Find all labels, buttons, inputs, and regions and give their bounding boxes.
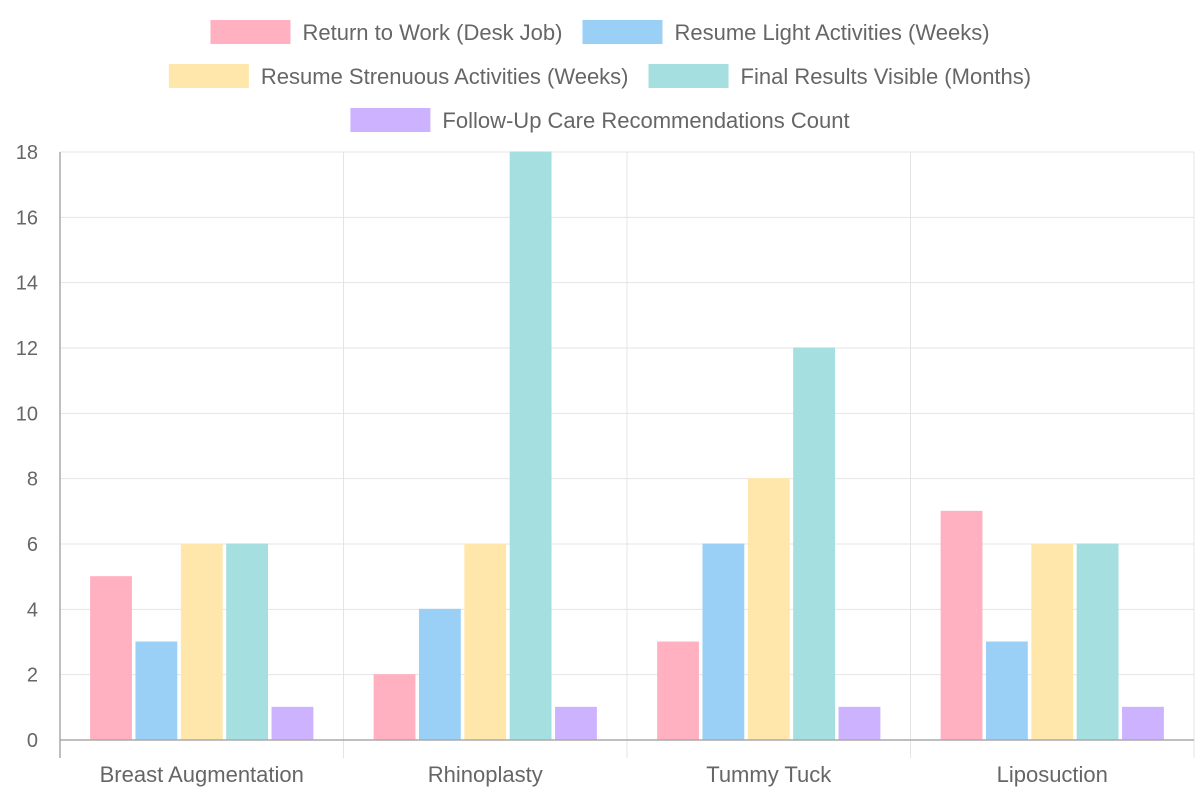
bars — [90, 151, 1164, 741]
bar — [373, 674, 416, 741]
x-tick-label: Tummy Tuck — [706, 762, 832, 787]
legend-label: Follow-Up Care Recommendations Count — [442, 108, 849, 133]
bar — [226, 543, 269, 741]
bar — [1122, 706, 1164, 741]
bar — [180, 543, 223, 741]
legend-label: Final Results Visible (Months) — [741, 64, 1032, 89]
axes: 0 2 4 6 8 10 12 14 16 18 Breast Augmentation Rhinop… — [16, 142, 1194, 787]
legend-label: Return to Work (Desk Job) — [302, 20, 562, 45]
bar — [657, 641, 699, 741]
bar — [702, 543, 745, 741]
legend-swatch — [168, 64, 249, 88]
x-tick-label: Breast Augmentation — [100, 762, 304, 787]
y-tick-label: 6 — [27, 534, 38, 556]
bar — [271, 706, 314, 741]
legend-swatch — [350, 108, 431, 132]
bar — [418, 608, 461, 741]
y-tick-label: 18 — [16, 142, 38, 164]
legend-label: Resume Strenuous Activities (Weeks) — [261, 64, 629, 89]
y-tick-label: 14 — [16, 273, 38, 295]
bar — [940, 510, 983, 741]
y-tick-label: 16 — [16, 207, 38, 229]
legend: Return to Work (Desk Job) Resume Light Ac… — [168, 20, 1032, 133]
bar — [90, 576, 132, 741]
bar — [555, 706, 597, 741]
y-tick-label: 12 — [16, 338, 38, 360]
legend-label: Resume Light Activities (Weeks) — [674, 20, 989, 45]
bar — [509, 151, 552, 741]
bar — [1076, 543, 1119, 741]
bar — [985, 641, 1028, 741]
y-tick-label: 10 — [16, 403, 38, 425]
y-tick-label: 4 — [27, 599, 38, 621]
legend-swatch — [210, 20, 291, 44]
x-tick-label: Liposuction — [997, 762, 1108, 787]
bar — [464, 543, 507, 741]
bar — [793, 347, 836, 741]
y-tick-label: 2 — [27, 665, 38, 687]
legend-swatch — [648, 64, 729, 88]
bar — [838, 706, 881, 741]
bar — [1031, 543, 1074, 741]
y-tick-label: 0 — [27, 730, 38, 752]
x-tick-label: Rhinoplasty — [428, 762, 543, 787]
legend-swatch — [582, 20, 663, 44]
bar — [747, 478, 790, 741]
bar — [135, 641, 178, 741]
y-tick-label: 8 — [27, 469, 38, 491]
